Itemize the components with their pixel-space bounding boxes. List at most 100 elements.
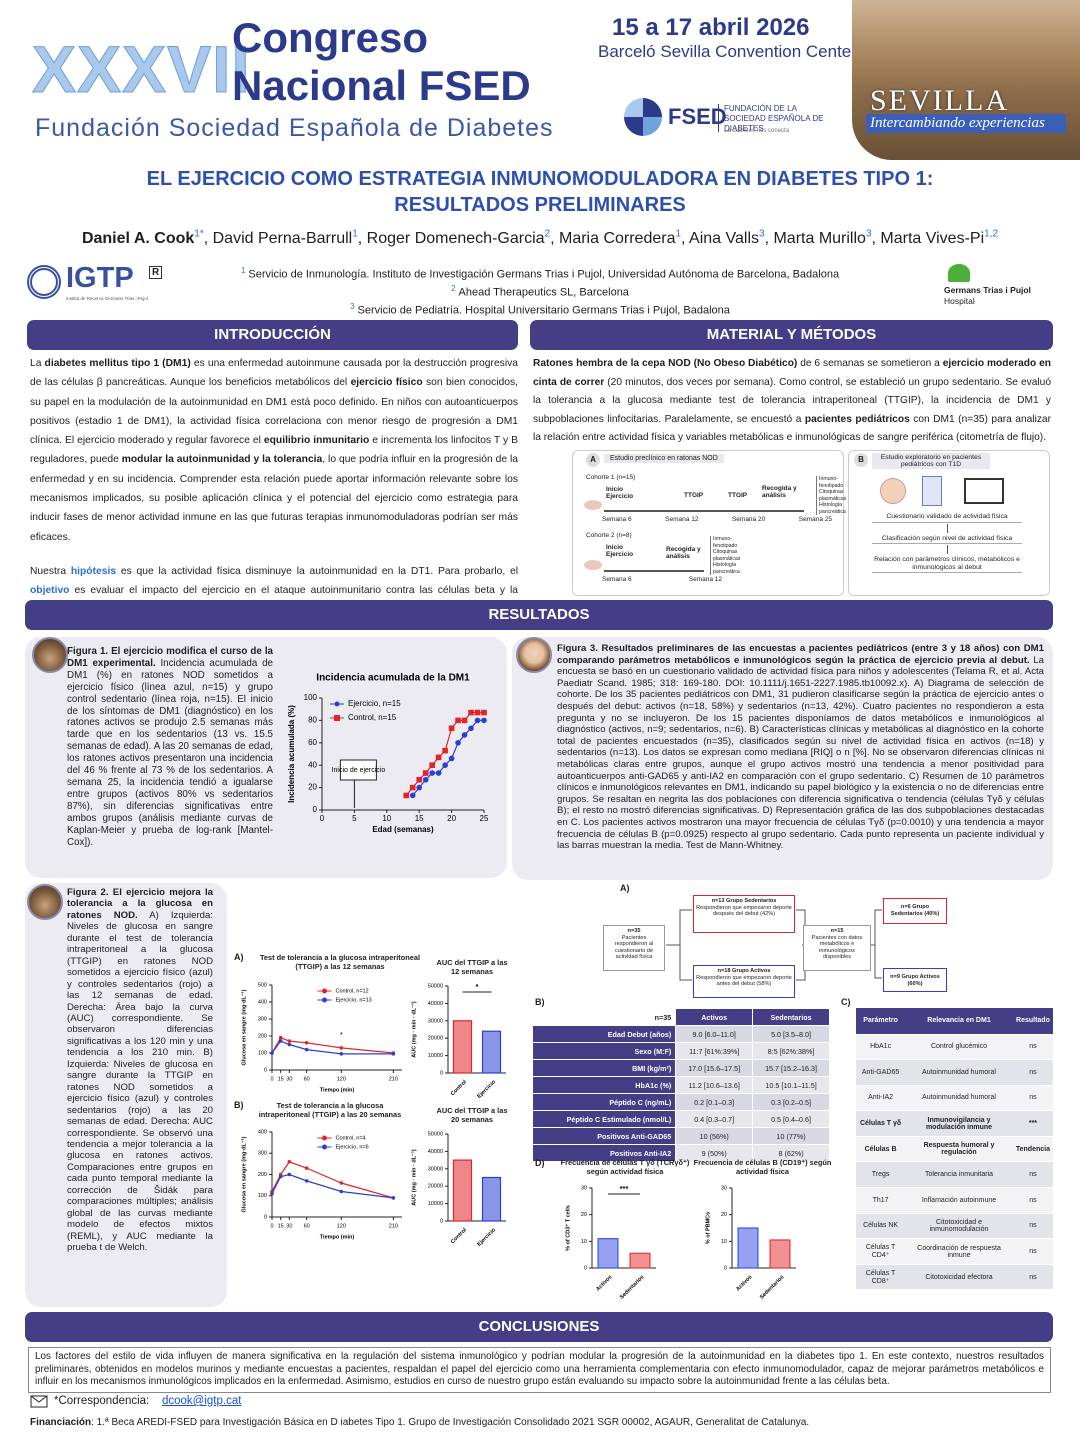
y-tick-label: 10000 — [428, 1201, 443, 1207]
x-tick-label: 30 — [286, 1076, 292, 1082]
cell: 10 (56%) — [675, 1127, 754, 1145]
cell: Citotoxicidad efectora — [905, 1264, 1013, 1291]
cell: 10.5 [10.1–11.5] — [752, 1076, 830, 1094]
marker — [278, 1035, 283, 1040]
text-run: de 6 semanas se sometieron a — [797, 358, 943, 369]
header-cell: Sedentarios — [752, 1008, 830, 1026]
avatar — [27, 884, 63, 920]
week: Semana 25 — [798, 516, 832, 523]
timeline — [604, 570, 704, 572]
marker — [468, 725, 474, 732]
bar — [629, 1252, 651, 1269]
marker — [435, 770, 442, 776]
step: Inicio Ejercicio — [606, 544, 634, 558]
y-axis-label: AUC (mg · min · dL⁻¹) — [410, 1149, 417, 1206]
x-tick-label: Sedentarios — [619, 1274, 646, 1301]
cell: 5.0 [3.5–8.0] — [752, 1025, 830, 1043]
header-cell: Activos — [675, 1008, 754, 1026]
chart: 0 10 20 30 % of PBMCs Activos Sedentarios — [705, 1185, 796, 1301]
table-row: Células NK Citotoxicidad e inmunomodulaci… — [856, 1213, 1053, 1240]
cell: Anti-GAD65 — [856, 1059, 906, 1086]
envelope — [30, 1395, 48, 1403]
step: Relación con parámetros clínicos, metabó… — [872, 555, 1022, 573]
step: TTGIP — [684, 492, 704, 499]
bar — [481, 1030, 502, 1074]
bar — [452, 1020, 473, 1074]
cell: 11.2 [10.6–13.6] — [675, 1076, 754, 1094]
table-row: BMI (kg/m²) 17.0 [15.6–17.5] 15.7 [15.2–16… — [531, 1059, 830, 1077]
author-name: Aina Valls — [689, 230, 760, 248]
legend-label: Control, n=12 — [336, 988, 369, 994]
text-run: modular la autoinmunidad y la tolerancia — [121, 454, 323, 466]
flow-box: n=9 Grupo Activos (60%) — [883, 968, 947, 992]
chart-title: AUC del TTGIP a las 20 semanas — [436, 1106, 508, 1124]
significance: *** — [620, 1184, 629, 1193]
caption: Figura 1. El ejercicio modifica el curso… — [67, 646, 273, 848]
output: Inmuno-fenotipado — [819, 476, 844, 489]
author: Aina Valls3 — [689, 229, 773, 248]
caption-title: Figura 2. El ejercicio mejora la toleran… — [67, 887, 213, 921]
cell: Respuesta humoral y regulación — [905, 1136, 1013, 1163]
x-axis-label: Tiempo (min) — [320, 1087, 355, 1093]
annotation-box — [339, 759, 377, 781]
significance: * — [476, 982, 479, 991]
cohort: Cohorte 2 (n=8) — [586, 532, 632, 539]
cell: Células NK — [856, 1213, 906, 1240]
flow-body: Respondieron que empezaron deporte antes… — [696, 974, 792, 988]
marker — [442, 762, 448, 768]
y-tick-label: 30 — [721, 1185, 727, 1191]
text-run: Nuestra — [30, 565, 71, 577]
flow-arrows — [666, 909, 882, 981]
legend-label: Ejercicio, n=6 — [336, 1144, 369, 1150]
letter: A — [586, 453, 600, 467]
bar — [737, 1227, 759, 1269]
output: Citoquinas plasmáticas — [819, 489, 847, 502]
marker — [278, 1039, 283, 1043]
author-name: Roger Domenech-Garcia — [366, 230, 545, 248]
table-row: Positivos Anti-IA2 9 (50%) 8 (62%) — [531, 1144, 830, 1162]
week: Semana 20 — [731, 516, 766, 523]
outputs: Inmuno-fenotipado Citoquinas plasmáticas H… — [816, 476, 856, 515]
funding: Financiación: 1.ª Beca AREDI-FSED para I… — [30, 1417, 809, 1428]
y-axis-label: % of PBMCs — [705, 1212, 711, 1244]
fsed-tagline: La diabetes nos conecta — [724, 128, 790, 134]
caption-text: A) Izquierda: Niveles de glucosa en sang… — [67, 909, 214, 1254]
marker — [448, 755, 455, 762]
cell: HbA1c (%) — [531, 1076, 677, 1094]
marker — [409, 784, 416, 791]
marker — [442, 747, 448, 754]
y-tick-label: 20 — [581, 1212, 587, 1218]
text-run: diabetes mellitus tipo 1 (DM1) — [44, 358, 191, 369]
header-cell: Relevancia en DM1 — [905, 1008, 1013, 1035]
table-row: HbA1c (%) 11.2 [10.6–13.6] 10.5 [10.1–11.5… — [531, 1076, 830, 1094]
series-line — [412, 719, 484, 796]
step: TTGIP — [728, 492, 748, 499]
x-tick-label: 5 — [352, 814, 357, 823]
cell: Anti-IA2 — [856, 1085, 906, 1112]
avatar — [516, 637, 552, 673]
title: RESULTADOS PRELIMINARES — [394, 194, 686, 216]
authors: Daniel A. Cook1*David Perna-Barrull1Roge… — [0, 229, 1080, 248]
cell: Inmunovigilancia y modulación inmune — [905, 1110, 1013, 1137]
email-link[interactable]: dcook@igtp.cat — [162, 1395, 242, 1407]
affiliation-number: 2 — [451, 284, 456, 294]
marker — [448, 725, 455, 732]
header-cell: Resultado — [1012, 1008, 1053, 1035]
x-tick-label: 120 — [337, 1076, 346, 1082]
cell: Citotoxicidad e inmunomodulación — [905, 1213, 1013, 1240]
cell: Células T CD8⁺ — [856, 1264, 906, 1291]
cell: Células T CD4⁺ — [856, 1238, 906, 1265]
foundation: Fundación Sociedad Española de Diabetes — [35, 114, 554, 142]
author-affiliation: 1 — [675, 229, 682, 240]
marker — [468, 709, 474, 716]
figure-box — [25, 637, 507, 878]
cell: Positivos Anti-GAD65 — [531, 1127, 677, 1145]
steps: Cuestionario validado de actividad físic… — [872, 512, 1022, 573]
panel-label: A) — [620, 883, 630, 893]
chart: 0 10000 20000 30000 40000 50000 AUC (mg · min … — [410, 1131, 506, 1248]
y-tick-label: 50000 — [428, 983, 443, 989]
bar — [769, 1239, 791, 1269]
legend-label: Ejercicio, n=15 — [348, 699, 401, 708]
caption-title: Figura 3. Resultados preliminares de las… — [557, 643, 1044, 666]
